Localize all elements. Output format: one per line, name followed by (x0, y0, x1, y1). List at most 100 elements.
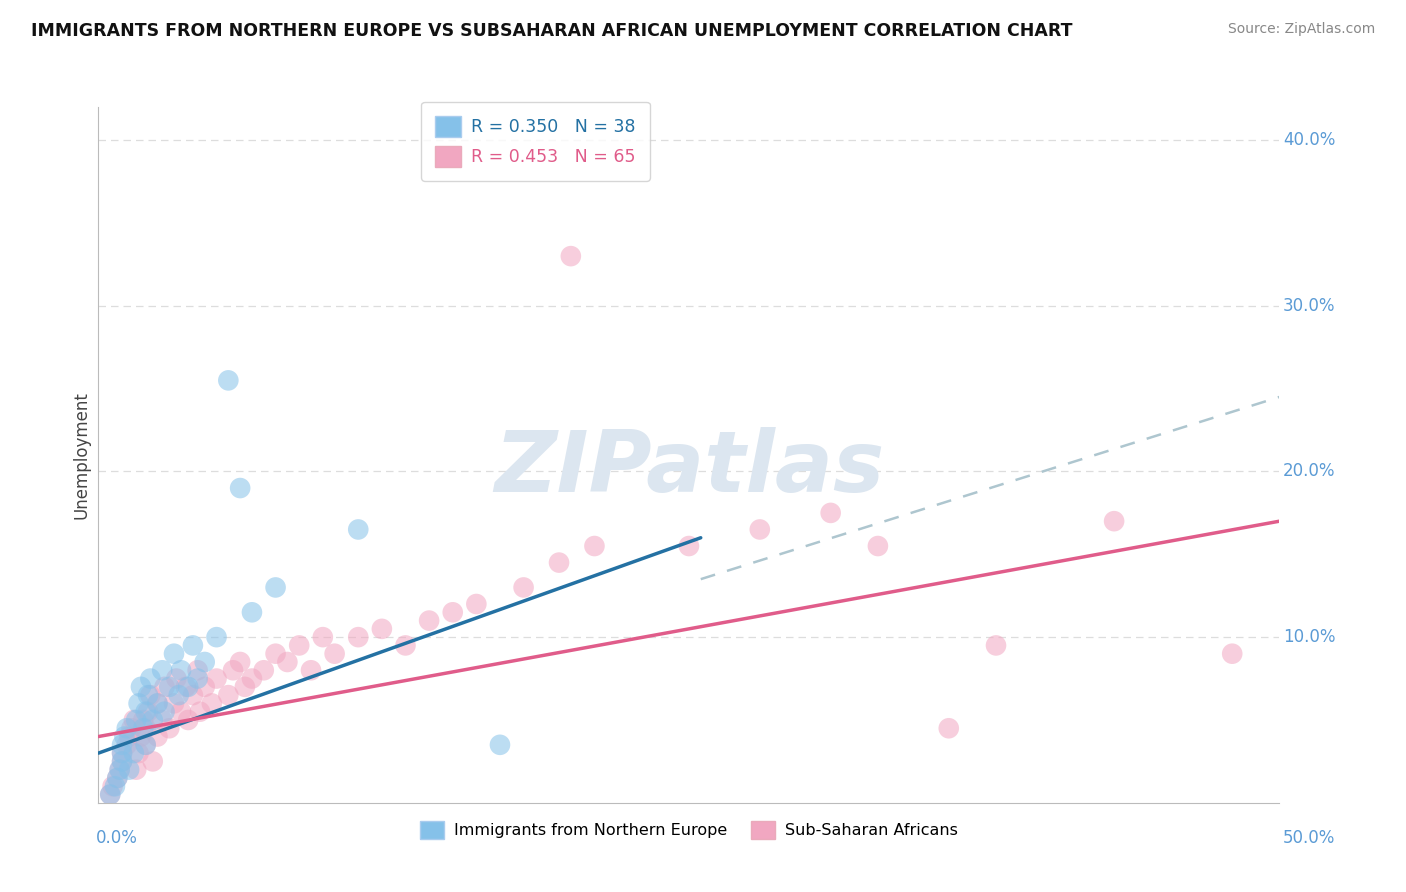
Point (128, 746, 150, 760)
Point (111, 755, 134, 769)
Point (1102, 514, 1125, 528)
Point (104, 779, 127, 793)
Point (264, 581, 287, 595)
Point (121, 721, 143, 735)
Point (165, 672, 187, 686)
Point (583, 539, 606, 553)
Text: Source: ZipAtlas.com: Source: ZipAtlas.com (1227, 22, 1375, 37)
Point (146, 730, 169, 744)
Point (866, 539, 889, 553)
Point (136, 688, 159, 702)
Point (394, 639, 416, 653)
Point (146, 697, 169, 711)
Point (111, 746, 134, 760)
Point (560, 249, 582, 263)
Point (177, 680, 200, 694)
Point (347, 523, 370, 537)
Point (1220, 647, 1243, 661)
Point (163, 697, 186, 711)
Point (174, 680, 197, 694)
Point (465, 597, 488, 611)
Point (142, 713, 165, 727)
Point (167, 688, 190, 702)
Point (108, 763, 131, 777)
Text: IMMIGRANTS FROM NORTHERN EUROPE VS SUBSAHARAN AFRICAN UNEMPLOYMENT CORRELATION C: IMMIGRANTS FROM NORTHERN EUROPE VS SUBSA… (31, 22, 1073, 40)
Point (129, 680, 152, 694)
Point (288, 639, 311, 653)
Point (312, 630, 335, 644)
Point (441, 605, 464, 619)
Point (111, 746, 134, 760)
Y-axis label: Unemployment: Unemployment (72, 391, 90, 519)
Point (98, 788, 121, 802)
Point (132, 713, 155, 727)
Point (222, 663, 245, 677)
Point (418, 614, 440, 628)
Point (105, 771, 128, 785)
Point (108, 763, 131, 777)
Point (194, 655, 217, 669)
Point (187, 663, 209, 677)
Point (240, 605, 263, 619)
Text: 40.0%: 40.0% (1284, 131, 1336, 149)
Point (229, 481, 252, 495)
Point (135, 721, 157, 735)
Point (938, 721, 960, 735)
Point (122, 746, 145, 760)
Text: 10.0%: 10.0% (1284, 628, 1336, 646)
Point (548, 556, 571, 570)
Point (153, 705, 176, 719)
Point (125, 713, 148, 727)
Point (125, 763, 148, 777)
Point (146, 697, 169, 711)
Point (217, 373, 239, 387)
Point (240, 672, 263, 686)
Point (748, 523, 770, 537)
Point (217, 688, 239, 702)
Point (112, 730, 135, 744)
Point (205, 630, 228, 644)
Point (489, 738, 512, 752)
Point (105, 771, 128, 785)
Point (347, 630, 370, 644)
Text: 20.0%: 20.0% (1284, 462, 1336, 481)
Point (129, 730, 152, 744)
Point (128, 697, 150, 711)
Point (132, 721, 155, 735)
Point (188, 705, 211, 719)
Point (111, 755, 134, 769)
Point (187, 672, 209, 686)
Point (139, 688, 162, 702)
Point (122, 713, 145, 727)
Point (118, 763, 141, 777)
Point (233, 680, 256, 694)
Point (135, 705, 157, 719)
Point (276, 655, 298, 669)
Point (201, 697, 224, 711)
Legend: R = 0.350   N = 38, R = 0.453   N = 65: R = 0.350 N = 38, R = 0.453 N = 65 (420, 102, 650, 180)
Text: 0.0%: 0.0% (96, 830, 138, 847)
Point (264, 647, 287, 661)
Point (150, 663, 173, 677)
Point (299, 663, 322, 677)
Point (118, 730, 141, 744)
Point (153, 680, 176, 694)
Point (115, 738, 138, 752)
Point (984, 639, 1007, 653)
Point (115, 721, 138, 735)
Point (323, 647, 346, 661)
Point (101, 779, 124, 793)
Point (181, 688, 204, 702)
Point (135, 738, 157, 752)
Text: ZIPatlas: ZIPatlas (494, 427, 884, 510)
Point (205, 672, 228, 686)
Point (170, 705, 193, 719)
Point (512, 581, 534, 595)
Point (163, 647, 186, 661)
Point (194, 680, 217, 694)
Point (371, 622, 394, 636)
Point (136, 705, 159, 719)
Point (820, 506, 842, 520)
Text: 30.0%: 30.0% (1284, 297, 1336, 315)
Point (135, 738, 157, 752)
